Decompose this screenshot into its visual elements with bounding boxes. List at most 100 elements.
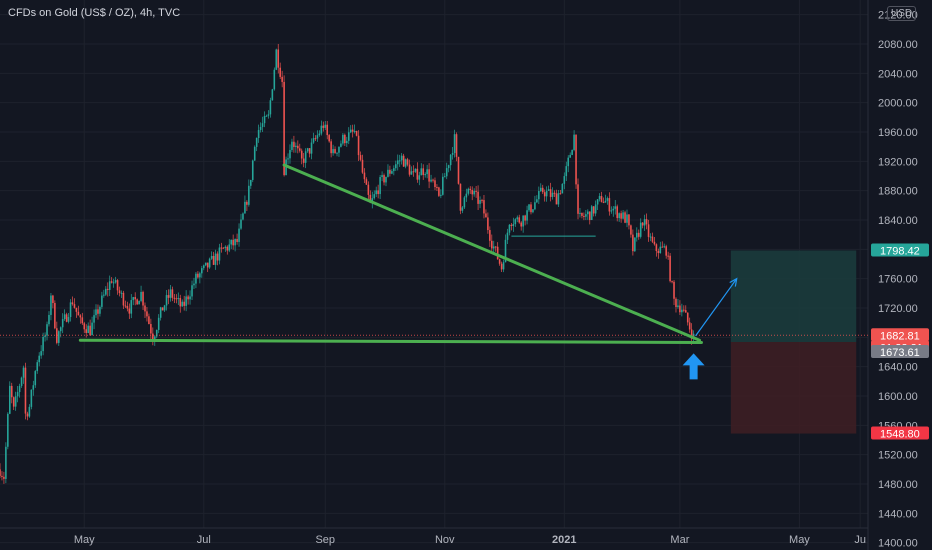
candle-body — [291, 141, 293, 150]
candle-body — [545, 190, 548, 197]
candle-body — [653, 241, 656, 245]
candle-body — [310, 142, 313, 154]
candle-body — [0, 469, 1, 476]
candle-body — [77, 311, 80, 316]
candle-body — [669, 255, 671, 282]
price-label-text: 1673.61 — [880, 347, 920, 359]
candle-body — [195, 273, 197, 284]
candle-body — [426, 169, 428, 175]
candle-body — [326, 124, 329, 136]
candle-body — [306, 148, 309, 152]
price-tick-label: 1760.00 — [878, 274, 918, 286]
candle-body — [259, 126, 262, 130]
candle-body — [681, 309, 683, 313]
candle-body — [608, 198, 611, 212]
candle-body — [32, 385, 35, 390]
candle-body — [371, 198, 374, 203]
candle-body — [191, 285, 193, 297]
candle-body — [575, 134, 577, 185]
candle-body — [581, 212, 583, 216]
candle-body — [604, 200, 607, 203]
candle-body — [369, 194, 372, 203]
candle-body — [120, 292, 123, 294]
candle-body — [592, 206, 595, 214]
candle-body — [253, 146, 256, 161]
candle-body — [602, 201, 605, 203]
candle-body — [134, 297, 136, 300]
candle-body — [502, 262, 505, 270]
candle-body — [491, 240, 493, 249]
candle-body — [132, 297, 135, 301]
candle-body — [322, 125, 325, 128]
price-tick-label: 1400.00 — [878, 538, 918, 550]
candle-body — [538, 191, 540, 200]
candle-body — [251, 160, 254, 180]
candle-body — [316, 135, 319, 139]
projection-arrow — [695, 278, 738, 337]
price-axis: 2120.002080.002040.002000.001960.001920.… — [878, 10, 918, 550]
candle-body — [504, 239, 507, 263]
candle-body — [394, 164, 397, 169]
candle-body — [330, 141, 332, 154]
candle-body — [242, 213, 244, 220]
candle-body — [620, 213, 622, 219]
candle-body — [103, 294, 105, 296]
candle-body — [324, 124, 327, 128]
currency-badge[interactable]: USD — [887, 6, 917, 21]
candle-body — [334, 149, 336, 154]
price-tick-label: 1880.00 — [878, 186, 918, 198]
candle-body — [332, 149, 334, 154]
candle-body — [201, 268, 203, 274]
projection-arrowhead — [729, 277, 738, 287]
candle-body — [353, 130, 356, 132]
candle-body — [81, 317, 84, 324]
candle-body — [210, 256, 213, 259]
candle-body — [365, 179, 368, 185]
candle-body — [7, 413, 9, 447]
candle-body — [206, 262, 209, 268]
candle-body — [524, 215, 526, 221]
candle-body — [555, 193, 558, 205]
candle-body — [69, 302, 72, 318]
downtrend-line — [282, 163, 701, 342]
candle-body — [494, 246, 497, 248]
price-tick-label: 1520.00 — [878, 450, 918, 462]
candle-body — [471, 190, 474, 195]
candle-body — [671, 281, 673, 283]
candle-body — [59, 327, 62, 332]
candle-body — [516, 217, 519, 220]
candle-body — [416, 168, 419, 180]
candle-body — [600, 196, 603, 202]
candle-body — [553, 192, 556, 194]
candle-body — [50, 295, 52, 315]
candle-body — [122, 292, 125, 306]
candle-body — [551, 192, 554, 197]
candle-body — [110, 281, 113, 283]
candle-body — [83, 323, 86, 330]
candle-body — [197, 273, 199, 278]
price-label-text: 1548.80 — [880, 429, 920, 441]
candle-body — [536, 199, 538, 203]
candle-body — [71, 302, 74, 305]
candle-body — [185, 296, 187, 306]
candle-body — [647, 224, 650, 237]
candle-body — [3, 476, 5, 479]
candle-body — [635, 232, 638, 238]
candle-body — [606, 198, 609, 201]
candle-body — [24, 367, 27, 414]
candle-body — [355, 130, 358, 136]
candle-body — [128, 308, 131, 314]
candle-body — [393, 168, 395, 172]
candle-body — [590, 206, 593, 220]
candle-body — [688, 322, 691, 330]
candle-body — [447, 165, 450, 169]
candle-body — [410, 171, 413, 175]
candle-body — [175, 298, 178, 300]
candle-body — [632, 234, 634, 252]
candle-body — [643, 219, 646, 226]
candle-body — [298, 148, 301, 151]
candle-body — [87, 325, 89, 333]
candle-body — [459, 183, 462, 211]
candle-body — [199, 273, 201, 278]
